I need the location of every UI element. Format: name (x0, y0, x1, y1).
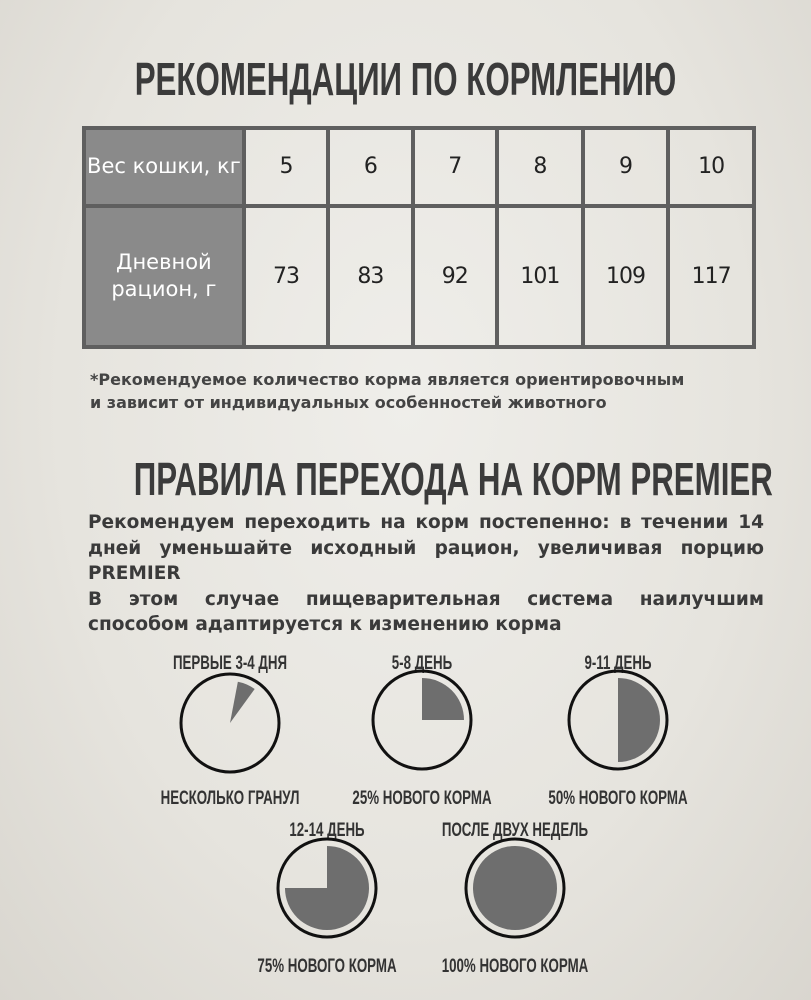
pie-outline (179, 672, 281, 774)
daily-cell: 117 (666, 203, 756, 350)
weight-cell: 8 (495, 126, 585, 208)
pie-outline (464, 837, 566, 939)
weight-cell: 10 (666, 126, 756, 208)
stage-period: 12-14 ДЕНЬ (289, 820, 365, 841)
transition-paragraph: Рекомендуем переходить на корм постепенн… (88, 512, 764, 584)
stage-caption: 25% НОВОГО КОРМА (352, 788, 492, 809)
stage-pie-chart (371, 669, 473, 771)
pie-outline (567, 669, 669, 771)
pie-slice-new-food (473, 846, 557, 930)
table-row-weight: Вес кошки, кг 5 6 7 8 9 10 (82, 126, 756, 208)
stage-caption: НЕСКОЛЬКО ГРАНУЛ (160, 788, 300, 809)
weight-cell: 7 (410, 126, 500, 208)
table-row-daily: Дневной рацион, г 73 83 92 101 109 117 (82, 203, 756, 350)
daily-cell: 92 (410, 203, 500, 350)
pie-slice-new-food (618, 678, 660, 762)
stage-period: ПОСЛЕ ДВУХ НЕДЕЛЬ (441, 820, 589, 841)
pie-slice-new-food (285, 846, 369, 930)
pie-slice-new-food (230, 681, 255, 723)
daily-cell: 101 (495, 203, 585, 350)
row-header-daily: Дневной рацион, г (82, 203, 246, 350)
daily-cell: 73 (241, 203, 331, 350)
stage-pie-chart (464, 837, 566, 939)
weight-cell: 9 (580, 126, 671, 208)
stage-caption: 100% НОВОГО КОРМА (441, 956, 589, 977)
feeding-table: Вес кошки, кг 5 6 7 8 9 10 Дневной рацио… (82, 126, 756, 350)
daily-cell: 109 (580, 203, 671, 350)
weight-cell: 6 (326, 126, 415, 208)
stage-period: ПЕРВЫЕ 3-4 ДНЯ (172, 653, 288, 674)
daily-cell: 83 (326, 203, 415, 350)
note-line: *Рекомендуемое количество корма является… (90, 370, 685, 389)
stage-period: 5-8 ДЕНЬ (391, 653, 453, 674)
transition-text: Рекомендуем переходить на корм постепенн… (88, 510, 764, 638)
pie-outline (371, 669, 473, 771)
weight-cell: 5 (241, 126, 331, 208)
stage-pie-chart (179, 672, 281, 774)
note-line: и зависит от индивидуальных особенностей… (90, 393, 607, 412)
pie-outline (276, 837, 378, 939)
stage-caption: 50% НОВОГО КОРМА (548, 788, 688, 809)
row-header-weight: Вес кошки, кг (82, 126, 246, 208)
pie-slice-new-food (422, 678, 464, 720)
stage-period: 9-11 ДЕНЬ (584, 653, 652, 674)
stage-pie-chart (567, 669, 669, 771)
feeding-title: РЕКОМЕНДАЦИИ ПО КОРМЛЕНИЮ (134, 53, 677, 105)
stage-caption: 75% НОВОГО КОРМА (257, 956, 397, 977)
transition-paragraph: В этом случае пищеварительная система на… (88, 588, 764, 636)
transition-title: ПРАВИЛА ПЕРЕХОДА НА КОРМ PREMIER (133, 453, 773, 505)
stage-pie-chart (276, 837, 378, 939)
feeding-note: *Рекомендуемое количество корма является… (90, 368, 770, 414)
